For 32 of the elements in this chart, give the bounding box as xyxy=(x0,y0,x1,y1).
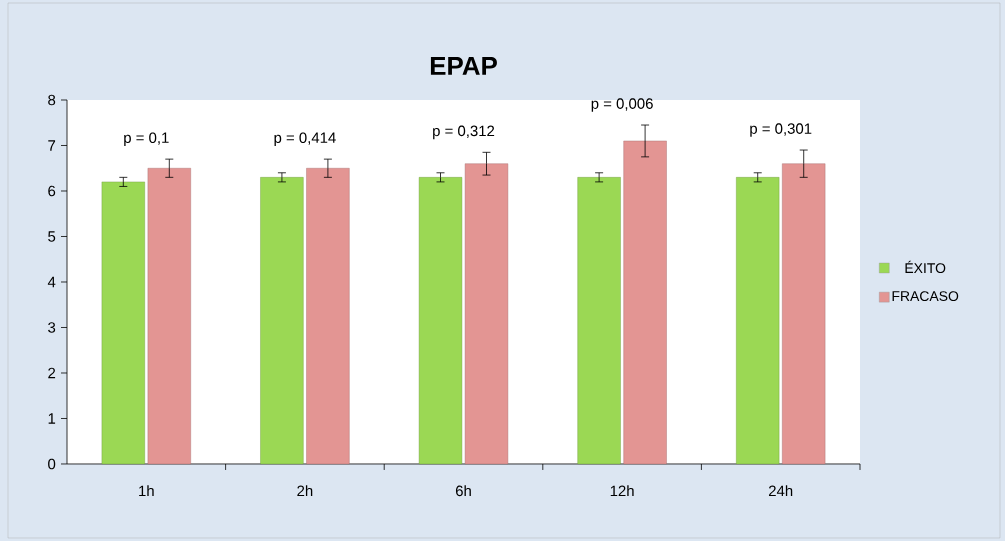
bar xyxy=(260,177,304,465)
bar xyxy=(782,163,826,465)
bar xyxy=(306,168,350,465)
y-tick-label: 0 xyxy=(48,458,56,470)
chart-title: EPAP xyxy=(430,57,497,75)
x-tick-label: 12h xyxy=(610,485,634,496)
legend-label: FRACASO xyxy=(892,291,959,302)
y-tick-label: 6 xyxy=(48,185,56,197)
bar xyxy=(577,177,621,465)
y-tick-label: 4 xyxy=(47,276,56,288)
bar xyxy=(464,163,509,465)
bar xyxy=(147,168,191,465)
bar xyxy=(623,140,667,465)
bar xyxy=(101,181,145,465)
y-tick-label: 1 xyxy=(48,413,56,424)
legend-label: ÉXITO xyxy=(905,260,946,274)
annotation: p = 0,312 xyxy=(433,125,495,140)
y-tick-label: 7 xyxy=(48,140,56,151)
x-tick-label: 1h xyxy=(139,485,154,496)
annotation: p = 0,006 xyxy=(591,98,653,112)
annotation: p = 0,301 xyxy=(750,123,812,137)
x-tick-label: 24h xyxy=(768,485,793,496)
x-tick-label: 6h xyxy=(455,485,471,497)
y-tick-label: 8 xyxy=(48,94,56,106)
annotation: p = 0,414 xyxy=(274,132,336,146)
y-tick-label: 3 xyxy=(48,322,56,333)
x-tick-label: 2h xyxy=(297,485,313,496)
bar xyxy=(736,177,780,465)
y-tick-label: 5 xyxy=(48,231,56,242)
y-tick-label: 2 xyxy=(48,367,56,379)
annotation: p = 0,1 xyxy=(124,132,169,146)
bar xyxy=(418,177,463,465)
